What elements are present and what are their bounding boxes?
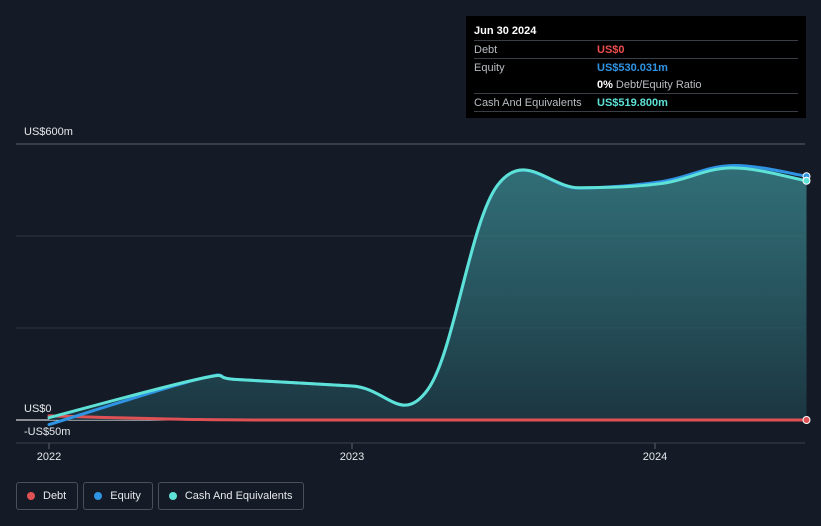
equity-dot-icon <box>94 492 103 500</box>
debt-dot-icon <box>27 492 35 500</box>
tooltip-equity-row: Equity US$530.031m <box>474 58 798 76</box>
tooltip-ratio-label: Debt/Equity Ratio <box>615 78 702 91</box>
legend-item-debt[interactable]: Debt <box>16 482 79 510</box>
tooltip-equity-label: Equity <box>474 61 505 74</box>
legend-label-cash: Cash And Equivalents <box>184 490 293 502</box>
tooltip-ratio-value: 0% <box>597 78 613 91</box>
tooltip-ratio-row: 0% Debt/Equity Ratio <box>474 76 798 93</box>
legend-item-equity[interactable]: Equity <box>83 482 153 510</box>
debt-end-point <box>802 416 811 424</box>
tooltip-debt-value: US$0 <box>597 43 625 56</box>
x-tick-label-2023: 2023 <box>340 451 364 463</box>
tooltip-cash-value: US$519.800m <box>597 96 668 109</box>
x-tick-label-2024: 2024 <box>643 451 667 463</box>
debt-series-line <box>47 414 808 422</box>
debt-equity-chart: US$600m US$0 -US$50m 2022 2023 2024 <box>16 126 811 463</box>
cash-and-equivalents-series-line <box>47 166 808 420</box>
legend-label-equity: Equity <box>110 490 141 502</box>
tooltip-date: Jun 30 2024 <box>474 25 537 37</box>
tooltip-cash-row: Cash And Equivalents US$519.800m <box>474 93 798 112</box>
tooltip-equity-value: US$530.031m <box>597 61 668 74</box>
legend-item-cash[interactable]: Cash And Equivalents <box>157 482 305 510</box>
tooltip-debt-label: Debt <box>474 43 498 56</box>
y-tick-label-zero: US$0 <box>24 403 52 415</box>
x-tick-label-2022: 2022 <box>37 451 61 463</box>
y-tick-label-top: US$600m <box>24 126 73 138</box>
legend-label-debt: Debt <box>43 490 67 502</box>
tooltip-cash-label: Cash And Equivalents <box>474 96 582 109</box>
hover-tooltip: Jun 30 2024 Debt US$0 Equity US$530.031m… <box>466 16 806 118</box>
tooltip-debt-row: Debt US$0 <box>474 40 798 58</box>
y-tick-label-bottom: -US$50m <box>24 426 70 438</box>
cash-and-equivalents-end-point <box>802 176 811 185</box>
cash-area-fill <box>49 167 807 420</box>
chart-legend: Debt Equity Cash And Equivalents <box>16 482 305 510</box>
cash-dot-icon <box>168 492 177 500</box>
